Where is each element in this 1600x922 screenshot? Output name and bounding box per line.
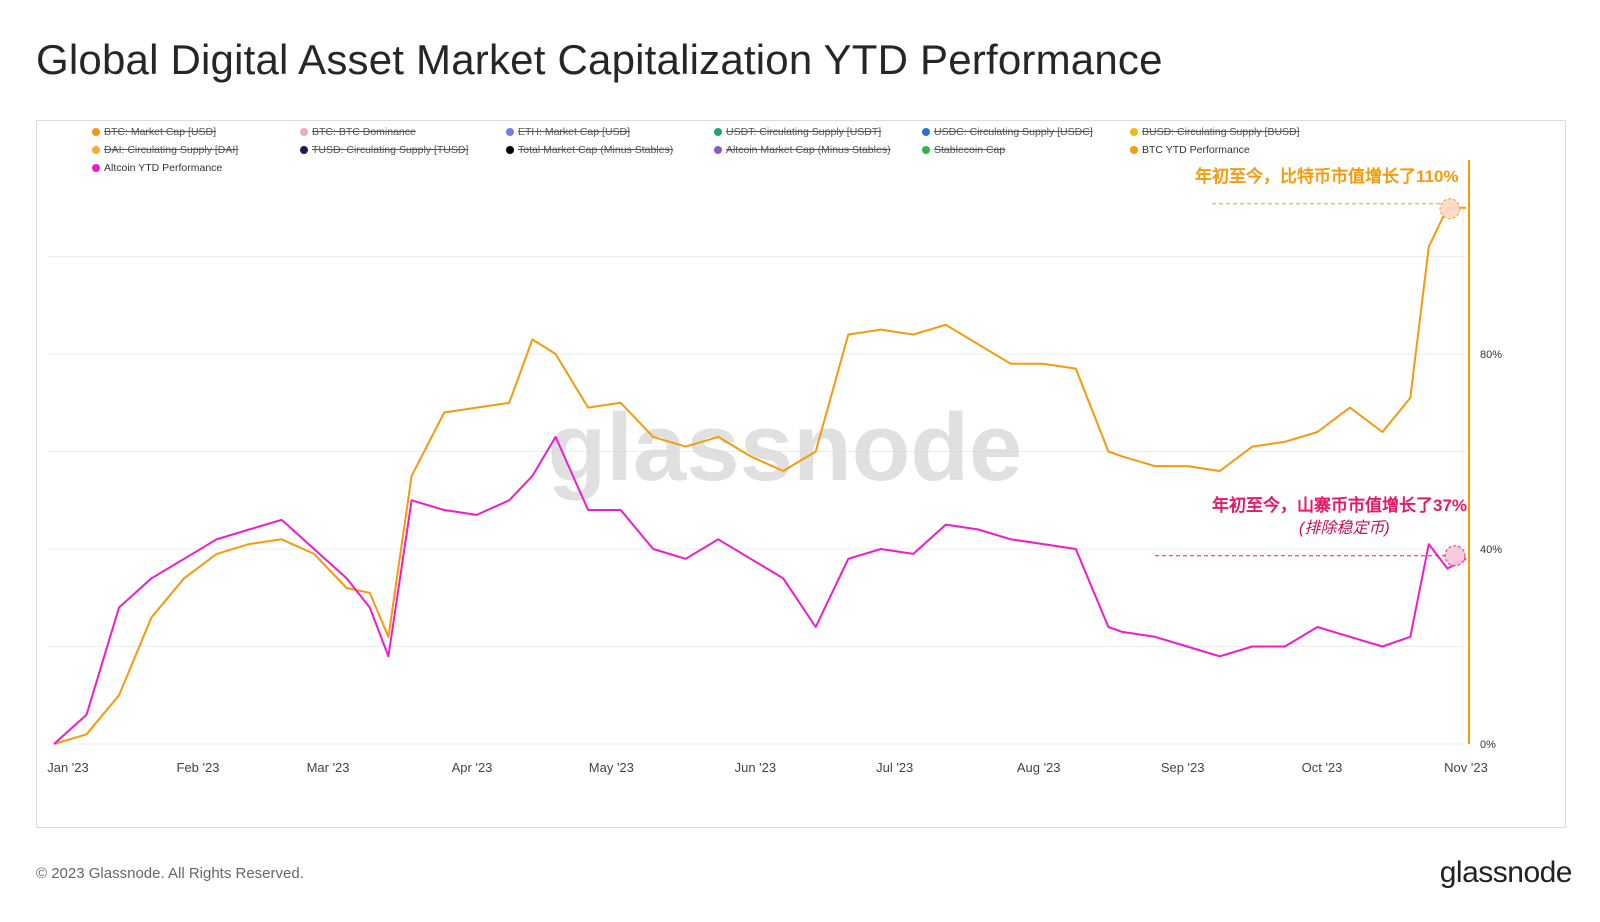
- legend-dot-icon: [92, 164, 100, 172]
- altcoin-annotation-note: (排除稳定币): [1299, 520, 1390, 537]
- legend-dot-icon: [92, 146, 100, 154]
- x-tick-label: Mar '23: [307, 760, 350, 775]
- page-title: Global Digital Asset Market Capitalizati…: [36, 36, 1163, 83]
- altcoin-end-marker: [1444, 545, 1466, 567]
- x-tick-label: Sep '23: [1161, 760, 1205, 775]
- legend-item[interactable]: USDT: Circulating Supply [USDT]: [714, 126, 881, 138]
- x-tick-label: Jul '23: [876, 760, 913, 775]
- legend-item[interactable]: DAI: Circulating Supply [DAI]: [92, 144, 238, 156]
- legend-dot-icon: [1130, 146, 1138, 154]
- chart-frame: [36, 120, 1566, 828]
- x-tick-label: Jun '23: [735, 760, 777, 775]
- legend-dot-icon: [506, 128, 514, 136]
- legend-label: Total Market Cap (Minus Stables): [518, 144, 674, 156]
- btc-ytd-line: [53, 206, 1466, 745]
- legend-label: BTC YTD Performance: [1142, 144, 1250, 156]
- legend-label: USDT: Circulating Supply [USDT]: [726, 126, 882, 138]
- legend-item[interactable]: Total Market Cap (Minus Stables): [506, 144, 673, 156]
- legend-item[interactable]: BTC: Market Cap [USD]: [92, 126, 216, 138]
- legend-dot-icon: [714, 146, 722, 154]
- legend-dot-icon: [922, 146, 930, 154]
- legend-label: Altcoin Market Cap (Minus Stables): [726, 144, 891, 156]
- y-tick-label: 0%: [1480, 739, 1496, 751]
- legend-item[interactable]: Altcoin YTD Performance: [92, 162, 222, 174]
- chart-legend: BTC: Market Cap [USD] BTC: BTC Dominance E…: [54, 126, 1374, 186]
- legend-label: USDC: Circulating Supply [USDC]: [934, 126, 1093, 138]
- x-tick-label: Oct '23: [1302, 760, 1343, 775]
- legend-dot-icon: [300, 146, 308, 154]
- legend-item[interactable]: USDC: Circulating Supply [USDC]: [922, 126, 1093, 138]
- copyright-footer: © 2023 Glassnode. All Rights Reserved.: [36, 865, 304, 882]
- legend-item[interactable]: BTC: BTC Dominance: [300, 126, 416, 138]
- altcoin-ytd-line: [53, 435, 1467, 745]
- legend-label: Stablecoin Cap: [934, 144, 1006, 156]
- x-tick-label: Apr '23: [452, 760, 493, 775]
- x-tick-label: Aug '23: [1017, 760, 1061, 775]
- legend-item[interactable]: BUSD: Circulating Supply [BUSD]: [1130, 126, 1300, 138]
- legend-dot-icon: [506, 146, 514, 154]
- x-tick-label: Jan '23: [47, 760, 89, 775]
- legend-item[interactable]: BTC YTD Performance: [1130, 144, 1250, 156]
- legend-item[interactable]: Altcoin Market Cap (Minus Stables): [714, 144, 891, 156]
- legend-label: ETH: Market Cap [USD]: [518, 126, 631, 138]
- legend-dot-icon: [1130, 128, 1138, 136]
- y-tick-label: 40%: [1480, 544, 1502, 556]
- altcoin-annotation: 年初至今，山寨币市值增长了37%: [1212, 496, 1468, 515]
- legend-label: BUSD: Circulating Supply [BUSD]: [1142, 126, 1300, 138]
- legend-label: DAI: Circulating Supply [DAI]: [104, 144, 239, 156]
- btc-end-marker: [1439, 198, 1461, 220]
- x-tick-label: May '23: [589, 760, 634, 775]
- legend-label: BTC: BTC Dominance: [312, 126, 416, 138]
- btc-annotation: 年初至今，比特币市值增长了110%: [1195, 167, 1459, 186]
- legend-item[interactable]: ETH: Market Cap [USD]: [506, 126, 630, 138]
- legend-dot-icon: [922, 128, 930, 136]
- legend-item[interactable]: TUSD: Circulating Supply [TUSD]: [300, 144, 468, 156]
- legend-label: TUSD: Circulating Supply [TUSD]: [312, 144, 469, 156]
- legend-label: BTC: Market Cap [USD]: [104, 126, 217, 138]
- legend-label: Altcoin YTD Performance: [104, 162, 223, 174]
- brand-logo: glassnode: [1439, 856, 1573, 889]
- legend-dot-icon: [92, 128, 100, 136]
- legend-dot-icon: [300, 128, 308, 136]
- watermark-text: glassnode: [548, 394, 1023, 501]
- legend-item[interactable]: Stablecoin Cap: [922, 144, 1005, 156]
- x-tick-label: Nov '23: [1444, 760, 1488, 775]
- x-tick-label: Feb '23: [177, 760, 220, 775]
- legend-dot-icon: [714, 128, 722, 136]
- y-tick-label: 80%: [1480, 349, 1502, 361]
